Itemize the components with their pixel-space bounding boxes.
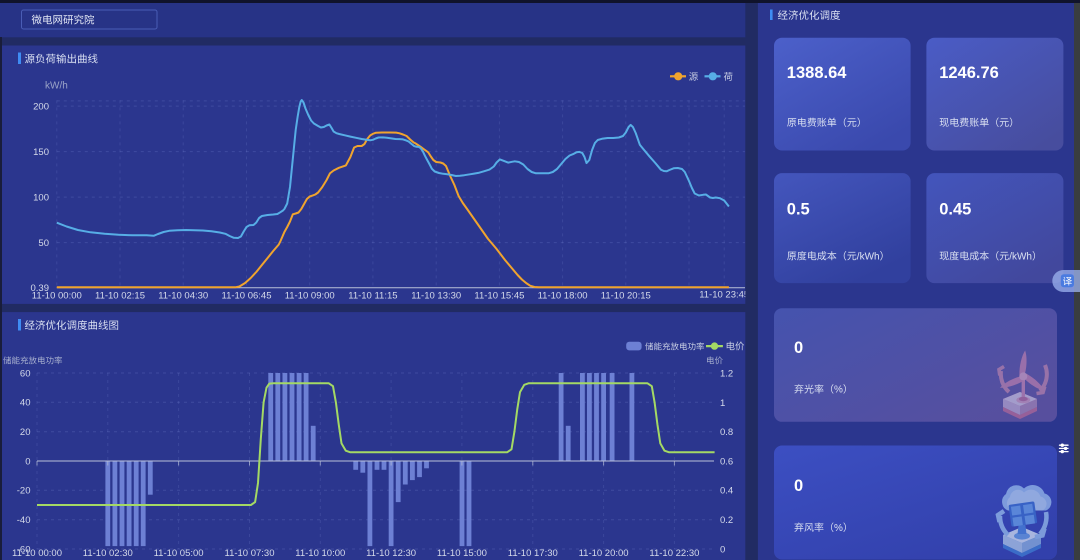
svg-text:11-10 20:15: 11-10 20:15 bbox=[601, 290, 651, 301]
svg-text:11-10 11:15: 11-10 11:15 bbox=[348, 290, 397, 301]
svg-text:-40: -40 bbox=[17, 515, 31, 526]
svg-text:0: 0 bbox=[794, 477, 803, 495]
svg-text:1.2: 1.2 bbox=[720, 368, 733, 379]
svg-text:-20: -20 bbox=[17, 486, 31, 497]
svg-text:11-10 15:00: 11-10 15:00 bbox=[437, 548, 487, 559]
svg-text:1246.76: 1246.76 bbox=[939, 64, 999, 82]
svg-text:11-10 10:00: 11-10 10:00 bbox=[295, 548, 345, 559]
svg-text:0.45: 0.45 bbox=[939, 200, 971, 218]
svg-text:11-10 22:30: 11-10 22:30 bbox=[649, 548, 699, 559]
svg-text:11-10 13:30: 11-10 13:30 bbox=[411, 290, 461, 301]
svg-text:1: 1 bbox=[720, 398, 725, 409]
svg-text:20: 20 bbox=[20, 427, 31, 438]
svg-text:11-10 02:30: 11-10 02:30 bbox=[83, 548, 133, 559]
svg-text:11-10 07:30: 11-10 07:30 bbox=[224, 548, 274, 559]
svg-text:0.5: 0.5 bbox=[787, 200, 810, 218]
svg-text:0.6: 0.6 bbox=[720, 456, 733, 467]
svg-text:0.8: 0.8 bbox=[720, 427, 733, 438]
svg-text:11-10 20:00: 11-10 20:00 bbox=[579, 548, 629, 559]
svg-text:11-10 17:30: 11-10 17:30 bbox=[508, 548, 558, 559]
svg-text:11-10 02:15: 11-10 02:15 bbox=[95, 290, 145, 301]
svg-text:0.39: 0.39 bbox=[31, 283, 50, 294]
svg-text:0: 0 bbox=[720, 544, 725, 555]
svg-text:11-10 15:45: 11-10 15:45 bbox=[474, 290, 524, 301]
svg-text:%: % bbox=[834, 385, 843, 396]
svg-text:/kWh: /kWh bbox=[857, 252, 880, 263]
svg-text:/kWh: /kWh bbox=[1009, 252, 1032, 263]
svg-text:11-10 09:00: 11-10 09:00 bbox=[285, 290, 335, 301]
svg-text:60: 60 bbox=[20, 368, 31, 379]
svg-text:11-10 06:45: 11-10 06:45 bbox=[221, 290, 271, 301]
svg-text:11-10 00:00: 11-10 00:00 bbox=[12, 548, 62, 559]
svg-text:200: 200 bbox=[33, 102, 49, 113]
svg-text:kW/h: kW/h bbox=[45, 81, 68, 92]
svg-text:11-10 05:00: 11-10 05:00 bbox=[154, 548, 204, 559]
svg-text:40: 40 bbox=[20, 398, 31, 409]
svg-text:11-10 04:30: 11-10 04:30 bbox=[158, 290, 208, 301]
svg-text:1388.64: 1388.64 bbox=[787, 64, 847, 82]
svg-text:11-10 12:30: 11-10 12:30 bbox=[366, 548, 416, 559]
svg-text:11-10 23:45: 11-10 23:45 bbox=[699, 290, 749, 301]
svg-text:%: % bbox=[834, 523, 843, 534]
svg-text:0: 0 bbox=[25, 456, 30, 467]
svg-text:150: 150 bbox=[33, 147, 49, 158]
svg-text:11-10 00:00: 11-10 00:00 bbox=[32, 290, 82, 301]
svg-text:-60: -60 bbox=[17, 544, 31, 555]
svg-text:0.2: 0.2 bbox=[720, 515, 733, 526]
svg-text:50: 50 bbox=[38, 238, 49, 249]
svg-text:0: 0 bbox=[794, 339, 803, 357]
svg-text:11-10 18:00: 11-10 18:00 bbox=[538, 290, 588, 301]
svg-text:100: 100 bbox=[33, 193, 49, 204]
svg-text:0.4: 0.4 bbox=[720, 486, 733, 497]
